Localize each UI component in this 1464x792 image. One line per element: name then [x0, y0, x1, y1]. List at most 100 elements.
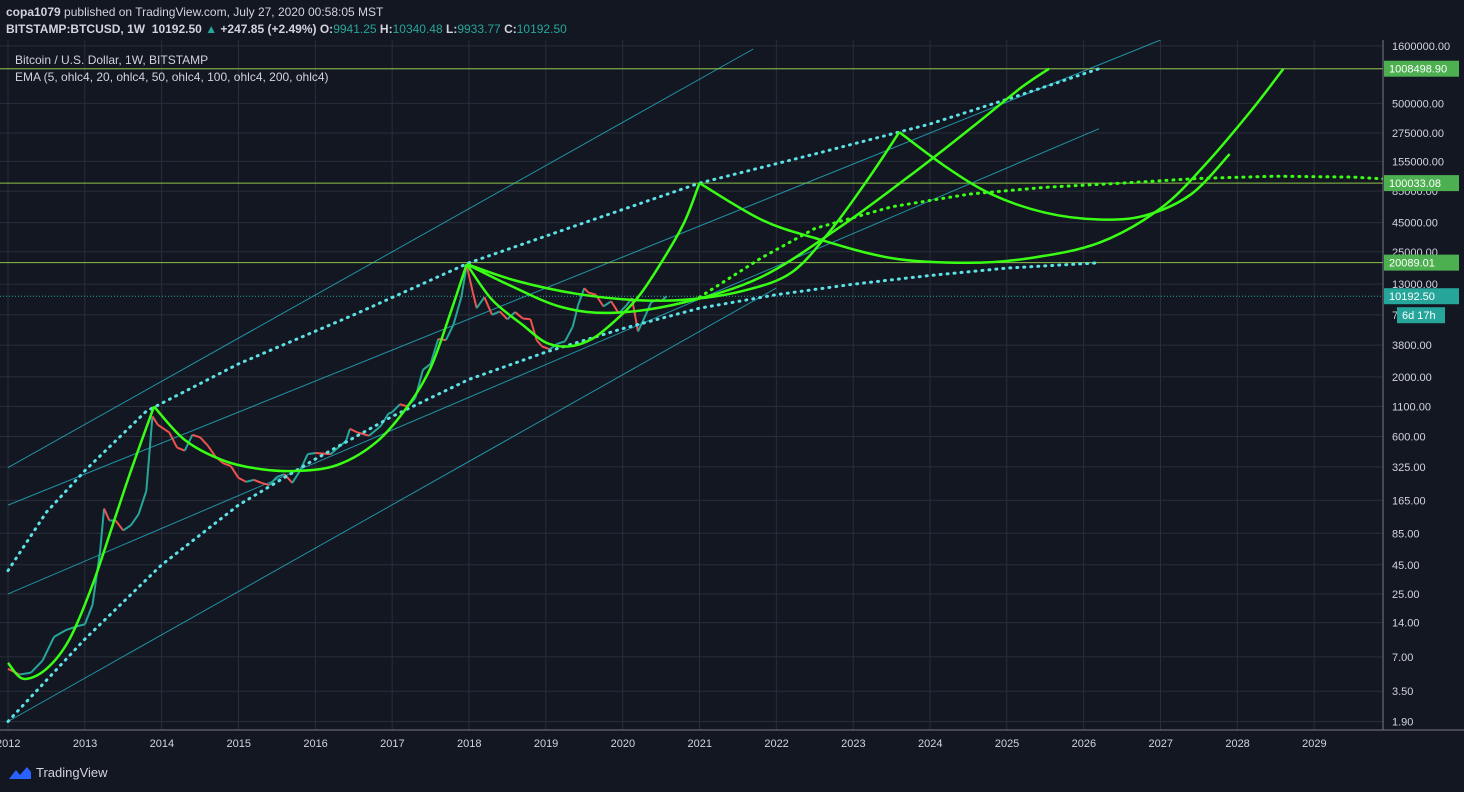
- x-tick-label: 2027: [1149, 738, 1173, 750]
- up-arrow-icon: ▲: [205, 22, 218, 36]
- upper-dotted: [6, 67, 1101, 573]
- price-label-box[interactable]: [1384, 175, 1459, 192]
- price-label-box[interactable]: [1384, 254, 1459, 271]
- channel-line-2: [7, 128, 1100, 595]
- price-segment: [151, 415, 159, 426]
- y-tick-label: 1100.00: [1392, 401, 1431, 413]
- y-tick-label: 45.00: [1392, 560, 1420, 572]
- price-segment: [307, 451, 316, 456]
- price-segment: [357, 431, 370, 437]
- price-segment: [206, 444, 217, 458]
- x-tick-label: 2015: [227, 738, 251, 750]
- price-segment: [130, 513, 140, 526]
- price-segment: [30, 659, 44, 674]
- series-title[interactable]: Bitcoin / U.S. Dollar, 1W, BITSTAMP: [15, 53, 209, 67]
- ema-indicator-legend[interactable]: EMA (5, ohlc4, 20, ohlc4, 50, ohlc4, 100…: [15, 70, 329, 84]
- arc-2023: [898, 131, 1231, 221]
- symbol-label[interactable]: BITSTAMP:BTCUSD, 1W: [6, 22, 146, 36]
- quote-line: BITSTAMP:BTCUSD, 1W 10192.50 ▲ +247.85 (…: [6, 22, 567, 36]
- price-segment: [53, 629, 67, 638]
- price-segment: [429, 338, 440, 365]
- channel-line-0: [7, 48, 754, 469]
- price-label-text: 100033.08: [1389, 178, 1441, 190]
- price-label-box[interactable]: [1384, 288, 1459, 305]
- x-tick-label: 2012: [0, 738, 20, 750]
- price-segment: [291, 470, 301, 484]
- price-segment: [387, 411, 393, 415]
- price-segment: [199, 436, 209, 447]
- price-segment: [330, 440, 347, 455]
- price-segment: [535, 339, 543, 348]
- y-tick-label: 14.00: [1392, 618, 1420, 630]
- brand-name: TradingView: [36, 765, 108, 780]
- open-value: 9941.25: [333, 22, 377, 36]
- price-segment: [602, 300, 612, 308]
- price-label-text: 20089.01: [1389, 258, 1435, 270]
- price-segment: [19, 671, 32, 676]
- price-segment: [145, 416, 154, 491]
- price-segment: [261, 481, 270, 487]
- channel-line-3: [7, 287, 777, 722]
- countdown-text: 6d 17h: [1402, 310, 1436, 322]
- y-tick-label: 3800.00: [1392, 340, 1432, 352]
- price-axis[interactable]: [1384, 40, 1464, 752]
- close-value: 10192.50: [516, 22, 567, 36]
- x-tick-label: 2016: [303, 738, 327, 750]
- price-change: +247.85 (+2.49%): [220, 22, 317, 36]
- price-segment: [483, 296, 493, 316]
- publish-info: copa1079 published on TradingView.com, J…: [6, 5, 383, 19]
- price-segment: [557, 340, 566, 345]
- last-price: 10192.50: [151, 22, 202, 36]
- chart-header: copa1079 published on TradingView.com, J…: [0, 0, 1464, 40]
- price-segment: [571, 304, 580, 328]
- price-segment: [41, 636, 55, 662]
- price-segment: [379, 413, 390, 427]
- price-segment: [637, 314, 647, 332]
- plot-area[interactable]: [0, 40, 1391, 723]
- price-segment: [76, 623, 86, 628]
- price-segment: [268, 476, 278, 486]
- price-segment: [253, 478, 262, 484]
- price-segment: [514, 311, 524, 320]
- price-chart[interactable]: 1600000.001000000.00500000.00275000.0015…: [0, 40, 1464, 752]
- price-segment: [299, 453, 309, 472]
- price-segment: [583, 287, 589, 294]
- price-label-box[interactable]: [1384, 60, 1459, 77]
- tradingview-logo[interactable]: TradingView: [8, 765, 108, 780]
- price-segment: [587, 291, 597, 296]
- y-tick-label: 325.00: [1392, 462, 1426, 474]
- y-tick-label: 85.00: [1392, 528, 1420, 540]
- y-tick-label: 275000.00: [1392, 128, 1444, 140]
- price-segment: [222, 462, 232, 468]
- footer: [0, 752, 1464, 792]
- y-tick-label: 7.00: [1392, 652, 1413, 664]
- arc-2013: [7, 406, 156, 681]
- x-tick-label: 2021: [688, 738, 712, 750]
- x-tick-label: 2013: [73, 738, 97, 750]
- price-segment: [452, 296, 463, 325]
- price-segment: [471, 292, 478, 309]
- price-segment: [137, 490, 148, 515]
- arc-2014: [153, 263, 468, 473]
- y-tick-label: 3.50: [1392, 686, 1413, 698]
- price-segment: [564, 326, 574, 342]
- low-value: 9933.77: [457, 22, 501, 36]
- price-segment: [103, 508, 111, 521]
- price-segment: [475, 296, 486, 309]
- author-name[interactable]: copa1079: [6, 5, 61, 19]
- price-segment: [541, 345, 551, 351]
- price-segment: [345, 428, 351, 442]
- price-segment: [368, 425, 382, 437]
- price-label-text: 1008498.90: [1389, 64, 1447, 76]
- price-segment: [315, 451, 331, 456]
- x-tick-label: 2014: [150, 738, 174, 750]
- price-segment: [83, 604, 94, 625]
- price-segment: [349, 427, 359, 434]
- x-tick-label: 2020: [611, 738, 635, 750]
- y-tick-label: 165.00: [1392, 495, 1426, 507]
- price-segment: [238, 477, 247, 483]
- channel-line-1: [7, 40, 1161, 506]
- x-tick-label: 2025: [995, 738, 1019, 750]
- price-segment: [157, 423, 170, 434]
- price-segment: [276, 473, 285, 478]
